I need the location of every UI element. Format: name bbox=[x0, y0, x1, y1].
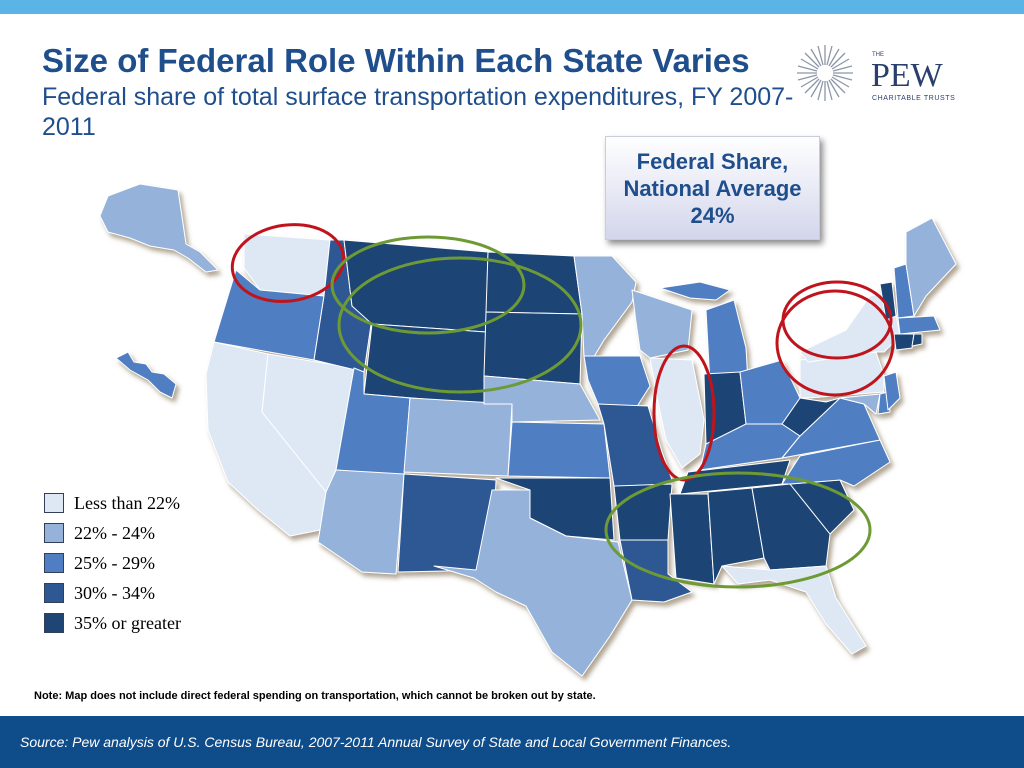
highlight-ellipse-plains bbox=[337, 256, 583, 394]
state-louisiana bbox=[619, 539, 693, 603]
state-arkansas bbox=[613, 483, 673, 541]
state-alabama bbox=[707, 487, 765, 585]
legend-swatch bbox=[44, 493, 64, 513]
legend-item: 30% - 34% bbox=[44, 578, 181, 608]
bottom-bar bbox=[0, 716, 1024, 768]
state-arizona bbox=[317, 469, 405, 575]
state-alaska bbox=[99, 183, 219, 273]
footnote: Note: Map does not include direct federa… bbox=[34, 690, 596, 702]
us-map bbox=[99, 183, 957, 677]
legend-swatch bbox=[44, 553, 64, 573]
state-minnesota bbox=[573, 255, 637, 361]
state-massachusetts bbox=[897, 315, 941, 335]
state-north-carolina bbox=[781, 439, 891, 487]
legend-item: 25% - 29% bbox=[44, 548, 181, 578]
legend-item: Less than 22% bbox=[44, 488, 181, 518]
logo-name: PEW bbox=[871, 57, 944, 94]
state-michigan bbox=[705, 299, 749, 385]
legend-label: 25% - 29% bbox=[74, 552, 155, 573]
state-illinois bbox=[649, 357, 705, 469]
source-text: Source: Pew analysis of U.S. Census Bure… bbox=[20, 734, 732, 750]
highlight-ellipse-northwest bbox=[230, 223, 346, 303]
highlight-ellipse-northeast bbox=[775, 289, 895, 397]
callout-value: 24% bbox=[690, 202, 735, 228]
legend-label: 30% - 34% bbox=[74, 582, 155, 603]
pew-logo: THE PEW CHARITABLE TRUSTS bbox=[797, 45, 955, 102]
top-accent-bar bbox=[0, 0, 1024, 14]
state-colorado bbox=[403, 397, 513, 477]
state-washington bbox=[243, 233, 331, 297]
state-new-jersey bbox=[883, 371, 901, 411]
state-maine bbox=[905, 217, 957, 317]
highlight-ellipse-illinois bbox=[652, 344, 716, 482]
state-iowa bbox=[583, 355, 651, 409]
highlight-ellipse-northern-plains bbox=[330, 235, 526, 335]
legend-label: Less than 22% bbox=[74, 492, 180, 513]
legend-swatch bbox=[44, 583, 64, 603]
state-maryland bbox=[839, 393, 881, 415]
state-texas bbox=[433, 489, 633, 677]
slide-subtitle: Federal share of total surface transport… bbox=[42, 83, 794, 141]
legend-swatch bbox=[44, 613, 64, 633]
legend-item: 35% or greater bbox=[44, 608, 181, 638]
slide-title: Size of Federal Role Within Each State V… bbox=[42, 42, 750, 79]
state-west-virginia bbox=[781, 397, 841, 437]
legend-label: 35% or greater bbox=[74, 612, 181, 633]
state-kansas bbox=[507, 421, 611, 479]
callout-line2: National Average bbox=[623, 175, 802, 201]
state-michigan-upper bbox=[659, 281, 731, 301]
highlight-ellipse-southeast bbox=[604, 471, 872, 589]
state-south-dakota bbox=[483, 311, 583, 385]
state-montana bbox=[343, 239, 489, 333]
legend-item: 22% - 24% bbox=[44, 518, 181, 548]
legend-label: 22% - 24% bbox=[74, 522, 155, 543]
logo-tagline: CHARITABLE TRUSTS bbox=[872, 95, 955, 102]
map-legend: Less than 22% 22% - 24% 25% - 29% 30% - … bbox=[44, 488, 181, 638]
legend-swatch bbox=[44, 523, 64, 543]
callout-line1: Federal Share, bbox=[636, 148, 789, 174]
national-average-callout: Federal Share, National Average 24% bbox=[605, 136, 820, 240]
sunburst-icon bbox=[797, 45, 853, 101]
state-wisconsin bbox=[631, 289, 693, 359]
state-vermont bbox=[879, 281, 897, 321]
logo-small-text: THE bbox=[872, 52, 884, 58]
state-mississippi bbox=[669, 493, 715, 585]
state-florida bbox=[721, 565, 867, 655]
state-connecticut bbox=[893, 333, 915, 351]
state-hawaii bbox=[115, 351, 177, 399]
state-rhode-island bbox=[911, 333, 923, 347]
